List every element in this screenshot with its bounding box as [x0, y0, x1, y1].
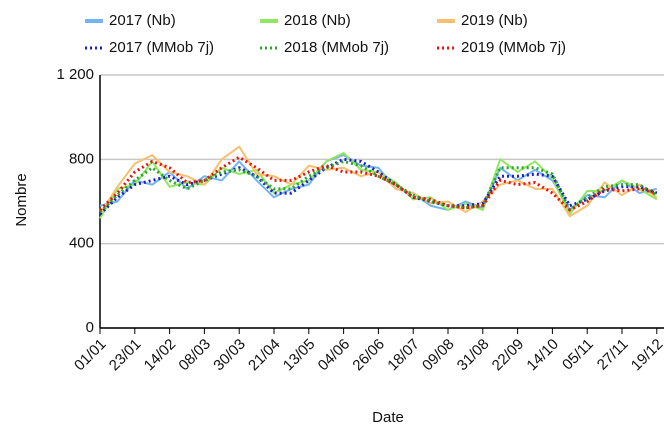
moving-average-line [98, 157, 658, 216]
x-tick-label: 14/02 [141, 336, 180, 375]
y-axis-title: Nombre [13, 173, 30, 226]
x-tick-label: 21/04 [245, 336, 284, 375]
y-tick-label: 1 200 [56, 66, 94, 83]
x-tick-label: 14/10 [523, 336, 562, 375]
x-axis-title: Date [372, 409, 404, 426]
x-tick-label: 05/11 [559, 336, 597, 374]
y-tick-label: 800 [69, 150, 94, 167]
x-tick-label: 23/01 [106, 336, 145, 375]
legend-label: 2019 (Nb) [461, 12, 528, 29]
legend-label: 2018 (MMob 7j) [284, 39, 389, 56]
x-tick-label: 13/05 [280, 336, 319, 375]
x-tick-label: 31/08 [454, 336, 493, 375]
x-tick-label: 22/09 [489, 336, 528, 375]
x-tick-label: 08/03 [175, 336, 214, 375]
x-tick-label: 26/06 [349, 336, 388, 375]
legend-label: 2017 (MMob 7j) [109, 39, 214, 56]
x-tick-label: 19/12 [628, 336, 664, 375]
moving-average-line [98, 159, 658, 214]
y-tick-label: 0 [86, 319, 94, 336]
x-tick-label: 01/01 [71, 336, 110, 375]
legend-label: 2019 (MMob 7j) [461, 39, 566, 56]
x-tick-label: 27/11 [594, 336, 632, 374]
x-tick-label: 30/03 [210, 336, 249, 375]
x-tick-label: 18/07 [384, 336, 423, 375]
x-tick-label: 04/06 [315, 336, 354, 375]
x-tick-label: 09/08 [419, 336, 458, 375]
y-tick-label: 400 [69, 235, 94, 252]
legend-label: 2017 (Nb) [109, 12, 176, 29]
data-line [99, 145, 658, 218]
legend-label: 2018 (Nb) [284, 12, 351, 29]
